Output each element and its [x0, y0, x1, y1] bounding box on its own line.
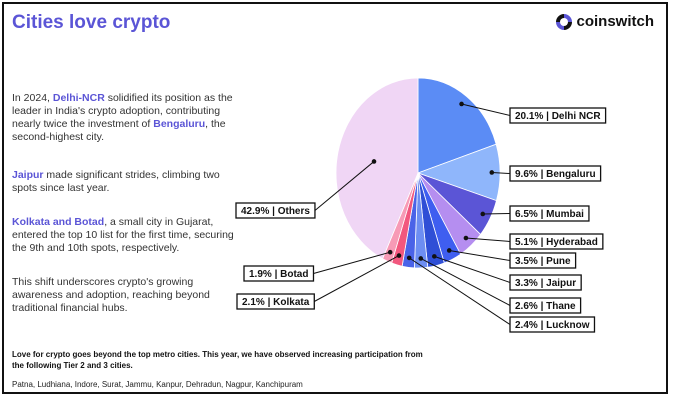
pie-label-box-botad [243, 265, 315, 282]
p2-highlight-jaipur: Jaipur [12, 169, 44, 181]
p3-post: , a small city in Gujarat, entered the t… [12, 216, 234, 254]
leader-dot-jaipur [432, 254, 437, 259]
brand-logo: coinswitch [556, 13, 654, 30]
p1-pre: In 2024, [12, 92, 53, 104]
leader-line-pune [449, 249, 511, 261]
paragraph-jaipur: Jaipur made significant strides, climbin… [12, 169, 244, 195]
footer-cities: Patna, Ludhiana, Indore, Surat, Jammu, K… [12, 380, 303, 389]
leader-line-others [314, 161, 375, 211]
pie-label-bengaluru: 9.6% | Bengaluru [515, 169, 596, 180]
leader-dot-lucknow [406, 255, 412, 261]
pie-label-box-kolkata [236, 293, 315, 310]
leader-dot-kolkata [396, 253, 402, 258]
leader-line-thane [420, 257, 511, 306]
leader-line-lucknow [408, 257, 511, 325]
leader-dot-others [371, 159, 377, 164]
leader-lines [313, 101, 511, 325]
pie-label-mumbai: 6.5% | Mumbai [515, 209, 584, 220]
leader-dot-botad [387, 249, 393, 255]
pie-label-box-others [235, 202, 316, 219]
pie-label-box-mumbai [509, 205, 590, 222]
p3-highlight-kolkata-botad: Kolkata and Botad [12, 216, 105, 228]
pie-label-thane: 2.6% | Thane [515, 301, 576, 312]
paragraph-kolkata-botad: Kolkata and Botad, a small city in Gujar… [12, 216, 244, 255]
paragraph-shift: This shift underscores crypto's growing … [12, 276, 210, 314]
paragraph-delhi: In 2024, Delhi-NCR solidified its positi… [12, 92, 244, 144]
p2-post: made significant strides, climbing two s… [12, 169, 220, 194]
pie-label-kolkata: 2.1% | Kolkata [242, 297, 310, 308]
leader-line-hyderabad [465, 237, 511, 242]
p1-post: , the second-highest city. [12, 118, 226, 143]
pie-label-box-pune [509, 252, 577, 269]
pie-label-pune: 3.5% | Pune [515, 256, 571, 267]
leader-line-delhi-ncr [461, 103, 511, 116]
p1-highlight-bengaluru: Bengaluru [153, 118, 206, 130]
pie-label-box-hyderabad [509, 233, 604, 250]
pie-label-jaipur: 3.3% | Jaipur [515, 278, 576, 289]
leader-dot-pune [446, 248, 452, 253]
leader-line-bengaluru [491, 171, 511, 174]
pie-label-box-delhi-ncr [509, 107, 607, 124]
brand-name: coinswitch [576, 13, 654, 30]
footer-note: Love for crypto goes beyond the top metr… [12, 350, 423, 370]
coinswitch-logo-icon [556, 13, 573, 30]
pie-label-hyderabad: 5.1% | Hyderabad [515, 237, 598, 248]
pie-chart: 20.1% | Delhi NCR 9.6% | Bengaluru 6.5% | … [235, 77, 607, 333]
leader-dot-bengaluru [489, 170, 495, 175]
page-title: Cities love crypto [12, 12, 171, 33]
pie-label-box-jaipur [509, 274, 582, 291]
p1-highlight-delhi: Delhi-NCR [52, 92, 105, 104]
leader-line-jaipur [434, 255, 511, 283]
leader-line-botad [313, 251, 391, 274]
leader-dot-thane [418, 256, 424, 261]
pie-slice-others [335, 77, 419, 260]
pie-label-box-bengaluru [509, 165, 602, 182]
pie-slice-delhi-ncr [417, 77, 497, 174]
leader-dot-mumbai [480, 211, 486, 217]
pie-label-botad: 1.9% | Botad [249, 269, 308, 280]
leader-dot-delhi-ncr [459, 101, 464, 107]
pie-label-others: 42.9% | Others [241, 206, 310, 217]
leader-dot-hyderabad [463, 235, 469, 241]
pie-label-box-thane [509, 297, 582, 314]
pie-labels: 20.1% | Delhi NCR 9.6% | Bengaluru 6.5% | … [235, 107, 607, 333]
infographic-card: Cities love crypto coinswitch In 2024, D… [2, 2, 668, 394]
pie-slices [335, 77, 501, 269]
p1-mid: solidified its position as the leader in… [12, 92, 233, 130]
pie-label-lucknow: 2.4% | Lucknow [515, 320, 590, 331]
pie-label-delhi-ncr: 20.1% | Delhi NCR [515, 111, 601, 122]
leader-line-kolkata [314, 255, 400, 302]
pie-label-box-lucknow [509, 316, 596, 333]
